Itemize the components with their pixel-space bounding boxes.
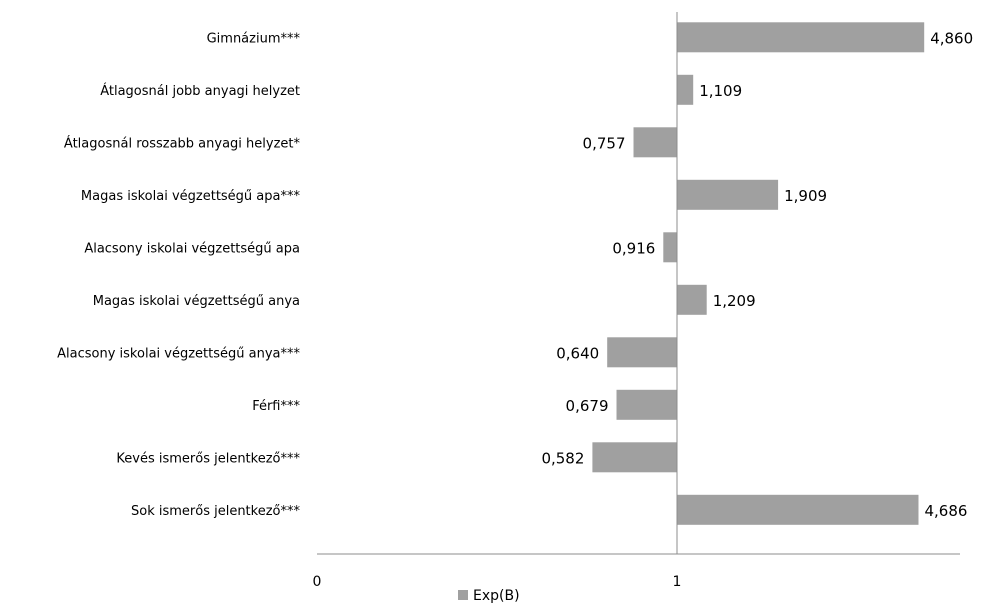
data-label: 0,582 (541, 449, 584, 467)
value-labels: 4,860 1,109 0,757 1,909 0,916 1,209 0,640 0,679… (541, 29, 973, 520)
category-label: Alacsony iskolai végzettségű anya*** (57, 346, 300, 361)
bar (592, 442, 677, 473)
x-tick-label: 0 (313, 574, 322, 590)
category-label: Sok ismerős jelentkező*** (131, 504, 301, 519)
data-label: 0,757 (583, 134, 626, 152)
data-label: 0,916 (612, 239, 655, 257)
data-label: 4,686 (925, 502, 968, 520)
data-label: 4,860 (930, 29, 973, 47)
bar (616, 389, 677, 420)
category-label: Magas iskolai végzettségű apa*** (81, 189, 301, 204)
category-label: Kevés ismerős jelentkező*** (116, 451, 300, 466)
bar (607, 337, 677, 368)
category-label: Átlagosnál rosszabb anyagi helyzet* (64, 135, 301, 151)
bar (663, 232, 677, 263)
category-label: Átlagosnál jobb anyagi helyzet (100, 83, 300, 99)
bar (633, 127, 677, 158)
bar (677, 74, 694, 105)
bar-group (592, 22, 925, 525)
bar (677, 22, 925, 53)
category-label: Gimnázium*** (207, 31, 301, 46)
data-label: 1,909 (784, 187, 827, 205)
x-tick-label: 1 (673, 574, 682, 590)
bar (677, 179, 779, 210)
category-label: Magas iskolai végzettségű anya (93, 294, 300, 309)
legend-label: Exp(B) (473, 588, 520, 604)
bar (677, 494, 919, 525)
legend-swatch (458, 590, 468, 600)
data-label: 0,679 (566, 397, 609, 415)
axes (317, 12, 960, 555)
category-label: Férfi*** (252, 399, 300, 414)
data-label: 1,109 (699, 82, 742, 100)
data-label: 0,640 (556, 344, 599, 362)
category-labels: Gimnázium*** Átlagosnál jobb anyagi helyz… (57, 31, 300, 519)
data-label: 1,209 (713, 292, 756, 310)
bar (677, 284, 707, 315)
category-label: Alacsony iskolai végzettségű apa (84, 241, 300, 256)
legend: Exp(B) (458, 588, 520, 604)
